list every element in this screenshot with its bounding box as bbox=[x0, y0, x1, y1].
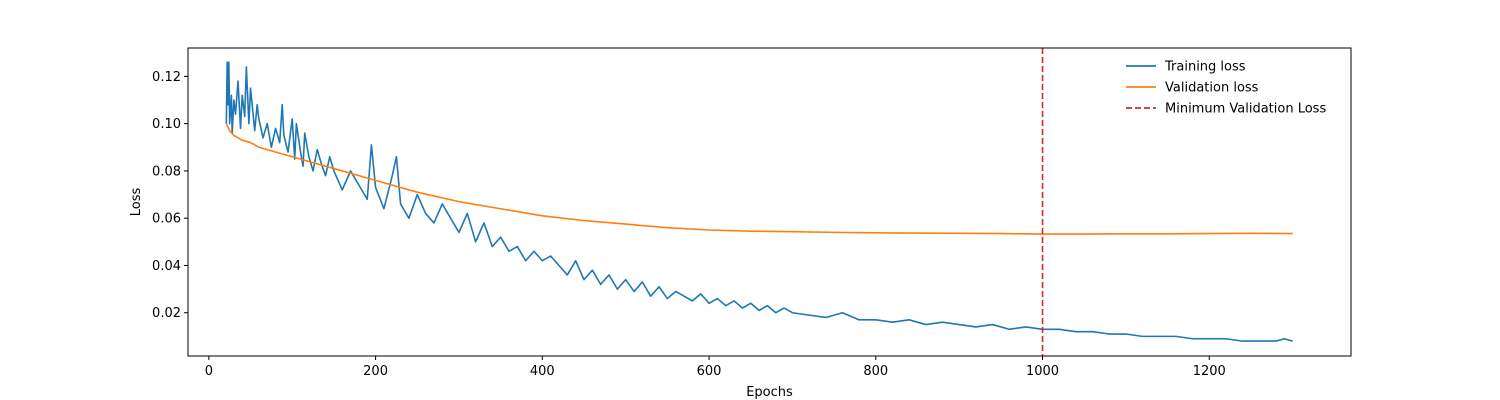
y-tick-label: 0.08 bbox=[152, 164, 181, 179]
plot-lines bbox=[225, 48, 1293, 356]
legend-label: Validation loss bbox=[1165, 81, 1259, 96]
legend-label: Minimum Validation Loss bbox=[1165, 102, 1326, 117]
y-tick-label: 0.12 bbox=[152, 70, 181, 85]
y-axis-label: Loss bbox=[129, 188, 144, 217]
y-tick-label: 0.02 bbox=[152, 306, 181, 321]
y-tick-label: 0.10 bbox=[152, 117, 181, 132]
legend: Training loss Validation loss Minimum Vali… bbox=[1126, 60, 1326, 117]
x-tick-label: 0 bbox=[205, 364, 213, 379]
legend-label: Training loss bbox=[1164, 60, 1246, 75]
x-tick-label: 600 bbox=[697, 364, 722, 379]
x-tick-label: 1000 bbox=[1026, 364, 1059, 379]
x-tick-label: 400 bbox=[530, 364, 555, 379]
series-line-validation-loss bbox=[225, 123, 1293, 235]
y-tick-label: 0.06 bbox=[152, 212, 181, 227]
x-tick-label: 800 bbox=[863, 364, 888, 379]
y-axis: 0.02 0.04 0.06 0.08 0.10 0.12 bbox=[152, 70, 188, 321]
x-tick-label: 200 bbox=[363, 364, 388, 379]
y-tick-label: 0.04 bbox=[152, 259, 181, 274]
axes-frame bbox=[187, 47, 1352, 357]
x-axis: 0 200 400 600 800 1000 1200 bbox=[205, 356, 1226, 379]
x-axis-label: Epochs bbox=[746, 385, 793, 400]
x-tick-label: 1200 bbox=[1193, 364, 1226, 379]
series-line-training-loss bbox=[225, 61, 1293, 342]
